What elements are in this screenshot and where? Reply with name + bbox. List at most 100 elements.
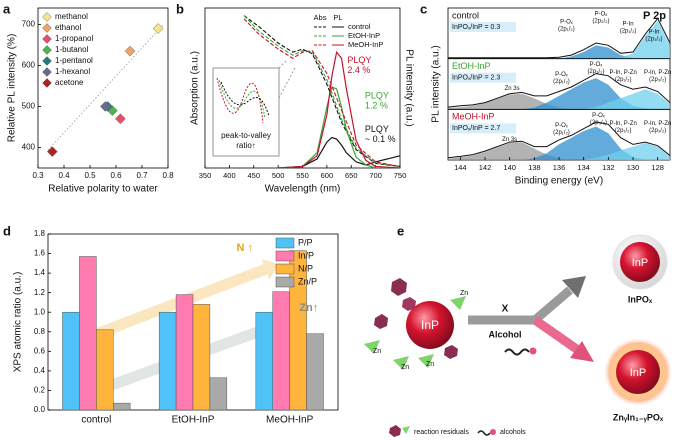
- abs-line: [243, 18, 400, 168]
- legend-label: 1-pentanol: [55, 56, 93, 65]
- arrowhead: [570, 341, 594, 362]
- bar: [62, 311, 80, 411]
- bar: [306, 333, 324, 411]
- peak-label: (2p₁/₂): [615, 128, 632, 134]
- panel-label: e: [397, 223, 404, 238]
- panel-name: MeOH-InP: [452, 112, 495, 122]
- y-tick-label: 1.8: [34, 229, 46, 238]
- x-tick-label: MeOH-InP: [266, 415, 314, 426]
- inp-sphere: [406, 301, 454, 349]
- zn-residual: [364, 340, 380, 354]
- sphere-label: InP: [630, 367, 647, 379]
- residual: [444, 345, 458, 359]
- peak-label: (2p₁/₂): [553, 79, 570, 85]
- peak-label: P-Oₓ: [555, 123, 568, 129]
- ratio-box: [450, 72, 516, 83]
- bar: [272, 291, 290, 411]
- x-tick-label: 550: [296, 171, 309, 180]
- legend-label: acetone: [55, 78, 84, 87]
- peak-label: P-Oₓ: [592, 113, 605, 119]
- legend-label: EtOH-InP: [348, 31, 380, 40]
- peak-label: P-In, P-Zn: [609, 121, 636, 127]
- annotation: PLQY: [365, 90, 389, 100]
- y-tick-label: 0.2: [34, 386, 46, 395]
- x-tick-label: 750: [394, 171, 407, 180]
- alcohol-icon: [529, 347, 537, 355]
- bar: [192, 304, 211, 411]
- legend-marker: [42, 23, 52, 33]
- point: [124, 45, 136, 57]
- peak-label: P-Oₓ: [595, 12, 608, 18]
- bar: [209, 377, 228, 411]
- legend-label: ethanol: [55, 23, 81, 32]
- y-tick-label: 0.4: [34, 366, 46, 375]
- peak-label: P-Oₓ: [560, 20, 573, 26]
- annotation: Zn↑: [299, 302, 318, 314]
- y-tick-label: 1.4: [34, 268, 46, 277]
- x-tick-label: 600: [321, 171, 334, 180]
- x-axis-label: Relative polarity to water: [48, 184, 158, 195]
- trend-line: [47, 23, 165, 151]
- bar: [175, 294, 194, 411]
- y-tick-label: 1.0: [34, 307, 46, 316]
- panel-label: c: [420, 1, 427, 16]
- legend-label: P/P: [298, 237, 313, 247]
- ratio-label: InPOₓ/InP = 2.7: [452, 125, 500, 132]
- inset-curve: [218, 79, 266, 119]
- residual: [391, 278, 407, 296]
- y-axis-label: PL intensity (a.u.): [431, 45, 442, 122]
- alcohol-icon: [504, 348, 530, 356]
- bar: [255, 311, 273, 411]
- peak-label: (2p₃/₂): [592, 19, 609, 25]
- pl-line: [278, 136, 400, 168]
- legend-label: Zn/P: [298, 276, 317, 286]
- x-tick-label: 0.6: [110, 171, 122, 180]
- component-area: [448, 89, 670, 110]
- peak-label: P-In, P-Zn: [644, 70, 671, 76]
- x-tick-label: 136: [553, 163, 566, 172]
- panel-name: EtOH-InP: [452, 61, 491, 71]
- bar: [113, 402, 131, 411]
- zn-residual: [418, 354, 434, 368]
- x-tick-label: 0.5: [84, 171, 96, 180]
- x-tick-label: 128: [651, 163, 664, 172]
- abs-line: [243, 15, 400, 168]
- peak-label: P-In: [648, 30, 659, 36]
- ratio-label: InPOₓ/InP = 2.3: [452, 75, 500, 82]
- x-tick-label: 700: [369, 171, 382, 180]
- y-tick-label: 500: [22, 102, 36, 111]
- sphere-label: InP: [632, 257, 649, 269]
- legend-marker: [42, 78, 52, 88]
- peak-label: P-Oₓ: [590, 62, 603, 68]
- x-axis-label: Binding energy (eV): [515, 176, 603, 187]
- annotation: PLQY: [347, 55, 371, 65]
- arrow-label: X: [502, 304, 509, 315]
- peak-label: (2p₃/₂): [649, 128, 666, 134]
- legend-label: 1-hexanol: [55, 67, 90, 76]
- annotation: N ↑: [237, 242, 254, 254]
- residual: [374, 314, 388, 329]
- x-tick-label: 132: [602, 163, 615, 172]
- annotation: 1.2 %: [365, 100, 388, 110]
- legend-label: methanol: [55, 12, 88, 21]
- bar: [158, 311, 177, 411]
- component-area: [448, 20, 670, 59]
- point: [115, 113, 126, 125]
- legend-label: control: [348, 22, 371, 31]
- peak-label: Zn 3s: [505, 86, 520, 92]
- sphere-label: InP: [421, 318, 439, 332]
- inset-connector: [278, 67, 296, 99]
- zn-residual: [393, 356, 409, 370]
- y-tick-label: 700: [22, 20, 36, 29]
- inset-label: peak-to-valley: [221, 131, 271, 140]
- component-area: [448, 45, 670, 59]
- pl-line: [278, 50, 400, 168]
- x-tick-label: 134: [577, 163, 590, 172]
- point: [152, 23, 164, 34]
- legend-label: N/P: [298, 263, 313, 273]
- x-tick-label: 142: [479, 163, 492, 172]
- chart-title: P 2p: [643, 10, 666, 22]
- component-area: [448, 142, 670, 160]
- zn-residual: [450, 296, 466, 310]
